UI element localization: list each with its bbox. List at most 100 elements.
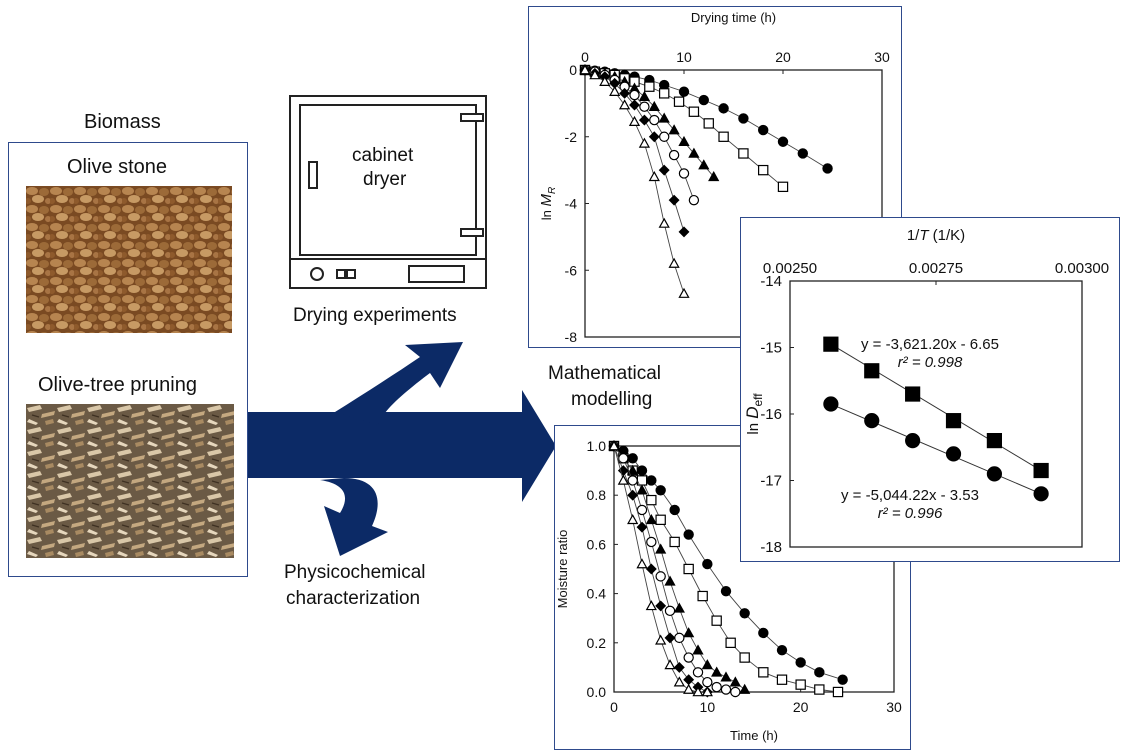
- diamond-marker: [648, 131, 660, 143]
- circle-marker: [945, 446, 962, 462]
- triangle-marker: [628, 115, 641, 127]
- y-tick-label: -15: [760, 340, 782, 357]
- y-tick-label: -14: [760, 273, 782, 290]
- x-tick-label: 30: [886, 699, 902, 715]
- square-marker: [864, 363, 880, 379]
- diamond-marker: [627, 489, 639, 501]
- x-tick-label: 10: [676, 49, 692, 65]
- y-tick-label: -6: [565, 262, 578, 278]
- y-tick-label: 1.0: [587, 438, 607, 454]
- circle-marker: [698, 94, 710, 106]
- olive-stone-image: [26, 186, 232, 333]
- triangle-marker: [701, 659, 713, 670]
- x-tick-label: 20: [775, 49, 791, 65]
- square-marker: [718, 131, 729, 142]
- triangle-marker: [579, 64, 591, 75]
- y-tick-label: 0.2: [587, 635, 607, 651]
- circle-marker: [639, 101, 650, 112]
- diamond-marker: [673, 661, 685, 673]
- diamond-marker: [636, 521, 648, 533]
- triangle-marker: [655, 543, 667, 554]
- regression-equation: y = -5,044.22x - 3.53: [841, 487, 979, 504]
- triangle-marker: [655, 634, 667, 645]
- triangle-marker: [658, 217, 670, 228]
- circle-marker: [668, 149, 680, 161]
- triangle-marker: [668, 124, 680, 135]
- triangle-marker: [698, 159, 710, 170]
- circle-marker: [692, 667, 704, 678]
- triangle-marker: [645, 513, 657, 525]
- up-arrow: [335, 342, 463, 425]
- square-marker: [688, 106, 700, 117]
- triangle-marker: [648, 100, 660, 111]
- y-tick-label: -8: [565, 329, 578, 345]
- circle-marker: [758, 627, 769, 639]
- circle-marker: [678, 86, 690, 97]
- y-tick-label: 0: [569, 62, 577, 78]
- triangle-marker: [618, 99, 631, 110]
- y-tick-label: -16: [760, 406, 782, 423]
- y-tick-label: -2: [565, 129, 578, 145]
- fit-line: [830, 403, 1042, 495]
- triangle-marker: [678, 135, 690, 147]
- triangle-marker: [692, 644, 704, 655]
- square-marker: [683, 563, 694, 575]
- square-marker: [655, 514, 666, 526]
- triangle-marker: [648, 170, 660, 182]
- square-marker: [814, 684, 825, 695]
- triangle-marker: [636, 558, 648, 569]
- circle-marker: [646, 536, 657, 548]
- circle-marker: [627, 475, 638, 486]
- circle-marker: [655, 485, 666, 496]
- triangle-marker: [711, 666, 723, 677]
- triangle-marker: [627, 513, 639, 525]
- x-tick-label: 30: [874, 49, 890, 65]
- triangle-marker: [599, 75, 611, 86]
- circle-marker: [797, 148, 809, 159]
- x-tick-label: 0.00275: [909, 260, 963, 277]
- diamond-marker: [629, 99, 640, 111]
- diamond-marker: [638, 114, 650, 126]
- axis-label: Moisture ratio: [555, 530, 570, 609]
- circle-marker: [822, 163, 833, 174]
- diamond-marker: [645, 563, 657, 575]
- circle-marker: [678, 168, 690, 179]
- circle-marker: [758, 124, 769, 136]
- triangle-marker: [664, 575, 676, 586]
- triangle-marker: [683, 683, 695, 694]
- circle-marker: [986, 466, 1003, 482]
- circle-marker: [655, 571, 666, 582]
- olive-tree-pruning-label: Olive-tree pruning: [38, 374, 197, 396]
- square-marker: [1033, 462, 1049, 479]
- circle-marker: [795, 657, 806, 668]
- x-tick-label: 0.00250: [763, 260, 817, 277]
- axis-label: Time (h): [730, 728, 778, 743]
- chart-lndeff-frame: [740, 217, 1120, 562]
- circle-marker: [683, 529, 694, 540]
- dryer-label-line1: cabinet: [352, 145, 414, 166]
- y-tick-label: 0.6: [587, 536, 607, 552]
- triangle-marker: [664, 659, 676, 670]
- circle-marker: [1033, 486, 1049, 502]
- circle-marker: [739, 608, 750, 619]
- triangle-marker: [645, 600, 657, 611]
- square-marker: [711, 615, 722, 626]
- square-marker: [703, 118, 714, 129]
- triangle-marker: [720, 671, 732, 682]
- circle-marker: [683, 652, 694, 663]
- axis-label: 1/T (1/K): [907, 227, 965, 244]
- x-tick-label: 0: [610, 699, 618, 715]
- circle-marker: [664, 605, 676, 617]
- triangle-marker: [739, 683, 751, 694]
- triangle-marker: [638, 90, 651, 101]
- triangle-marker: [617, 474, 629, 485]
- triangle-marker: [589, 69, 601, 80]
- y-tick-label: -17: [760, 473, 782, 490]
- x-tick-label: 0: [581, 49, 589, 65]
- triangle-marker: [708, 170, 720, 182]
- circle-marker: [814, 667, 825, 678]
- regression-r2: r² = 0.996: [878, 505, 943, 522]
- triangle-marker: [673, 602, 685, 613]
- circle-marker: [730, 686, 741, 698]
